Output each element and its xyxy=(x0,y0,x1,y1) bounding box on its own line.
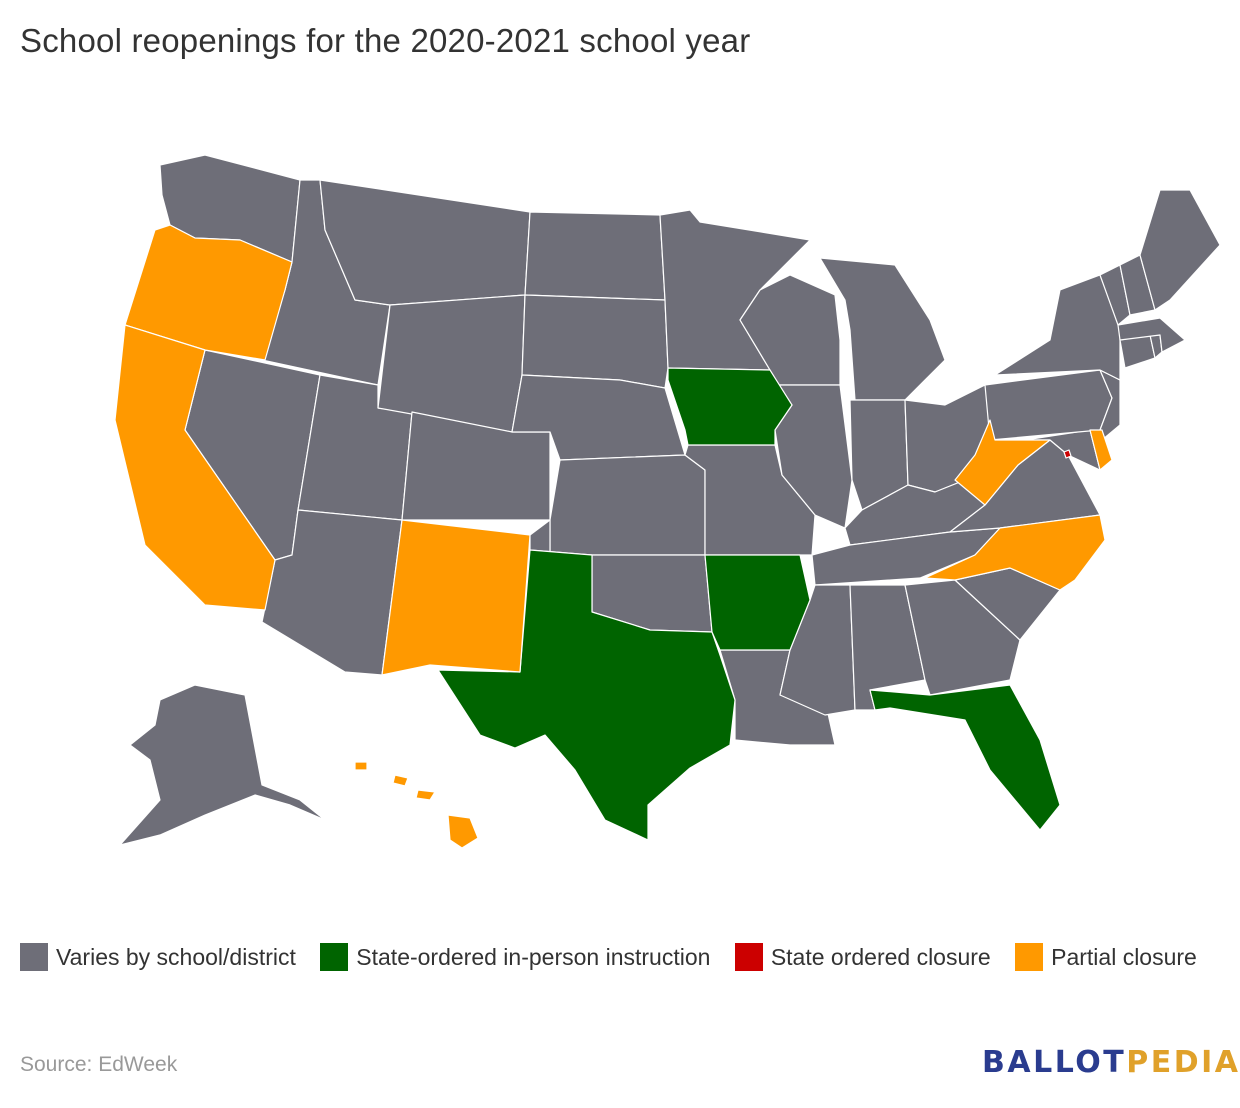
state-oregon xyxy=(124,224,293,361)
state-connecticut xyxy=(1119,334,1156,369)
state-new-york xyxy=(994,274,1121,381)
chart-title: School reopenings for the 2020-2021 scho… xyxy=(20,22,751,59)
legend-label-in-person: State-ordered in-person instruction xyxy=(356,944,711,970)
us-state-map xyxy=(114,154,1221,849)
state-colorado xyxy=(401,411,551,521)
state-massachusetts xyxy=(1117,317,1186,353)
legend-swatch-in-person xyxy=(320,943,349,971)
state-wyoming xyxy=(377,294,526,433)
state-south-dakota xyxy=(521,294,669,389)
legend-swatch-varies xyxy=(20,943,48,971)
legend-label-varies: Varies by school/district xyxy=(56,944,296,970)
legend-swatch-closure xyxy=(734,943,763,971)
state-new-mexico xyxy=(381,519,531,676)
legend-item-in-person: State-ordered in-person instruction xyxy=(320,943,711,971)
state-maine xyxy=(1139,189,1221,311)
state-california xyxy=(114,324,276,611)
state-iowa xyxy=(667,367,793,446)
state-hawaii xyxy=(354,761,479,849)
legend-item-closure: State ordered closure xyxy=(734,943,991,971)
legend-label-partial: Partial closure xyxy=(1051,944,1197,970)
state-north-dakota xyxy=(524,211,666,301)
legend-item-varies: Varies by school/district xyxy=(20,943,296,971)
state-delaware xyxy=(1089,429,1113,471)
state-west-virginia xyxy=(954,419,1051,506)
source-note: Source: EdWeek xyxy=(20,1053,178,1076)
state-missouri xyxy=(684,444,816,556)
ballotpedia-logo: BALLOTPEDIA xyxy=(982,1045,1240,1080)
legend: Varies by school/district State-ordered … xyxy=(20,940,1220,974)
state-kansas xyxy=(549,454,706,556)
state-arkansas xyxy=(704,554,811,651)
legend-label-closure: State ordered closure xyxy=(770,944,991,970)
state-montana xyxy=(319,179,531,306)
legend-item-partial: Partial closure xyxy=(1015,943,1197,971)
state-district-of-columbia xyxy=(1063,449,1072,459)
logo-part-pedia: PEDIA xyxy=(1126,1045,1240,1080)
state-alaska xyxy=(119,684,326,846)
state-texas xyxy=(437,549,736,841)
state-florida xyxy=(869,684,1061,831)
logo-part-ballot: BALLOT xyxy=(982,1045,1127,1080)
state-north-carolina xyxy=(924,514,1106,591)
legend-swatch-partial xyxy=(1015,943,1044,971)
